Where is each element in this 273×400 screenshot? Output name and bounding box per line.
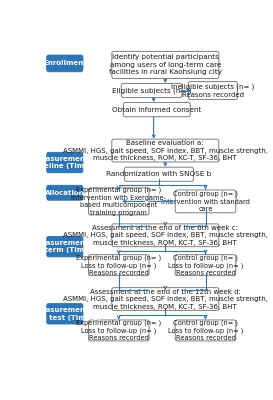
- FancyBboxPatch shape: [112, 51, 219, 78]
- Text: Measurement 2
Midterm (Time 1): Measurement 2 Midterm (Time 1): [30, 240, 99, 254]
- Text: Randomization with SNOSE b: Randomization with SNOSE b: [106, 171, 212, 177]
- FancyBboxPatch shape: [112, 139, 219, 162]
- Text: Experimental group (n= )
Loss to follow-up (n= )
Reasons recorded: Experimental group (n= ) Loss to follow-…: [76, 320, 161, 342]
- Text: Baseline evaluation a:
ASMMI, HGS, gait speed, SOF index, BBT, muscle strength,
: Baseline evaluation a: ASMMI, HGS, gait …: [63, 140, 268, 161]
- FancyBboxPatch shape: [124, 167, 194, 181]
- FancyBboxPatch shape: [123, 102, 190, 117]
- FancyBboxPatch shape: [47, 304, 83, 324]
- FancyBboxPatch shape: [112, 288, 219, 310]
- FancyBboxPatch shape: [88, 188, 149, 215]
- Text: Assessment at the end of the 6th week c:
ASMMI, HGS, gait speed, SOF index, BBT,: Assessment at the end of the 6th week c:…: [63, 225, 268, 246]
- FancyBboxPatch shape: [175, 255, 236, 276]
- Text: Enrollment: Enrollment: [43, 60, 87, 66]
- FancyBboxPatch shape: [88, 320, 149, 341]
- FancyBboxPatch shape: [121, 84, 182, 98]
- Text: Eligible subjects (n= ): Eligible subjects (n= ): [112, 87, 191, 94]
- Text: Control group (n= )
Intervention with standard
care: Control group (n= ) Intervention with st…: [161, 191, 250, 212]
- Text: Experimental group (n= )
Intervention with Exergame-
based multicomponent
traini: Experimental group (n= ) Intervention wi…: [71, 187, 166, 216]
- Text: Allocation: Allocation: [45, 190, 85, 196]
- FancyBboxPatch shape: [175, 190, 236, 213]
- FancyBboxPatch shape: [88, 255, 149, 276]
- Text: Ineligible subjects (n= )
Reasons recorded: Ineligible subjects (n= ) Reasons record…: [171, 84, 255, 98]
- FancyBboxPatch shape: [112, 224, 219, 247]
- Text: Experimental group (n= )
Loss to follow-up (n= )
Reasons recorded: Experimental group (n= ) Loss to follow-…: [76, 254, 161, 276]
- FancyBboxPatch shape: [47, 185, 83, 200]
- FancyBboxPatch shape: [175, 320, 236, 341]
- Text: Control group (n= )
Loss to follow-up (n= )
Reasons recorded: Control group (n= ) Loss to follow-up (n…: [168, 320, 243, 342]
- FancyBboxPatch shape: [188, 82, 237, 100]
- Text: Assessment at the end of the 12th week d:
ASMMI, HGS, gait speed, SOF index, BBT: Assessment at the end of the 12th week d…: [63, 288, 268, 310]
- Text: Control group (n= )
Loss to follow-up (n= )
Reasons recorded: Control group (n= ) Loss to follow-up (n…: [168, 254, 243, 276]
- Text: Measurement 1
Baseline (Time 0): Measurement 1 Baseline (Time 0): [30, 156, 99, 169]
- Text: Measurement 3
Post test (Time 2): Measurement 3 Post test (Time 2): [29, 307, 101, 320]
- Text: Obtain informed consent: Obtain informed consent: [112, 107, 201, 113]
- Text: Identify potential participants
among users of long-term care
facilities in rura: Identify potential participants among us…: [109, 54, 222, 76]
- FancyBboxPatch shape: [47, 55, 83, 72]
- FancyBboxPatch shape: [47, 236, 83, 257]
- FancyBboxPatch shape: [47, 152, 83, 173]
